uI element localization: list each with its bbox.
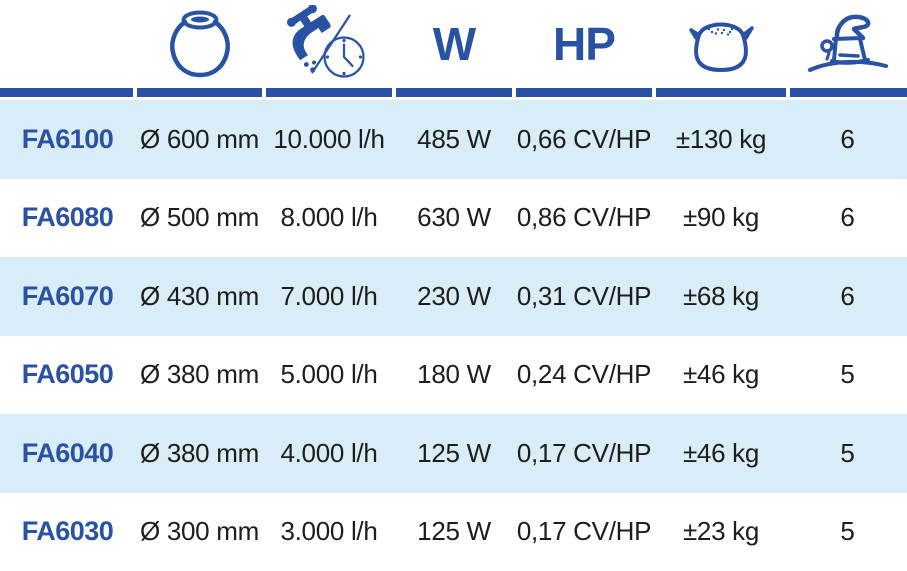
- cell-valve: 6: [840, 280, 855, 311]
- header-code-empty: [0, 0, 135, 88]
- multiport-valve-icon: [807, 14, 888, 72]
- cell-model-code: FA6080: [21, 202, 114, 233]
- divider-segment: [396, 88, 512, 97]
- cell-flow-rate: 7.000 l/h: [280, 280, 378, 311]
- cell-valve: 5: [840, 437, 855, 468]
- hp-header-label: HP: [553, 18, 616, 70]
- header-power-watt: W: [394, 0, 514, 88]
- cell-power-hp: 0,66 CV/HP: [516, 123, 652, 154]
- divider-segment: [516, 88, 652, 97]
- cell-power-watt: 485 W: [417, 123, 491, 154]
- header-diameter: [135, 0, 264, 88]
- divider-segment: [656, 88, 786, 97]
- cell-power-hp: 0,24 CV/HP: [516, 359, 652, 390]
- table-row: FA6070 Ø 430 mm 7.000 l/h 230 W 0,31 CV/…: [0, 257, 907, 336]
- cell-model-code: FA6050: [21, 359, 114, 390]
- table-header: W HP: [0, 0, 907, 88]
- header-valve: [788, 0, 907, 88]
- cell-sand-weight: ±46 kg: [682, 437, 760, 468]
- cell-flow-rate: 4.000 l/h: [280, 437, 378, 468]
- cell-flow-rate: 8.000 l/h: [280, 202, 378, 233]
- cell-power-watt: 630 W: [417, 202, 491, 233]
- cell-power-watt: 125 W: [417, 437, 491, 468]
- divider-segment: [0, 88, 133, 97]
- watt-header-label: W: [432, 18, 476, 70]
- table-row: FA6050 Ø 380 mm 5.000 l/h 180 W 0,24 CV/…: [0, 335, 907, 414]
- cell-sand-weight: ±130 kg: [675, 123, 767, 154]
- cell-power-hp: 0,17 CV/HP: [516, 516, 652, 547]
- cell-valve: 5: [840, 516, 855, 547]
- cell-power-watt: 180 W: [417, 359, 491, 390]
- cell-power-hp: 0,31 CV/HP: [516, 280, 652, 311]
- cell-sand-weight: ±23 kg: [682, 516, 760, 547]
- cell-diameter: Ø 380 mm: [140, 359, 259, 390]
- cell-power-hp: 0,86 CV/HP: [516, 202, 652, 233]
- cell-diameter: Ø 500 mm: [140, 202, 259, 233]
- cell-valve: 6: [840, 123, 855, 154]
- divider-segment: [790, 88, 907, 97]
- cell-model-code: FA6100: [21, 123, 114, 154]
- cell-sand-weight: ±46 kg: [682, 359, 760, 390]
- header-sand-weight: [654, 0, 788, 88]
- header-divider: [0, 88, 907, 100]
- cell-power-watt: 230 W: [417, 280, 491, 311]
- cell-model-code: FA6070: [21, 280, 114, 311]
- cell-diameter: Ø 430 mm: [140, 280, 259, 311]
- table-row: FA6080 Ø 500 mm 8.000 l/h 630 W 0,86 CV/…: [0, 178, 907, 257]
- cell-power-hp: 0,17 CV/HP: [516, 437, 652, 468]
- cell-model-code: FA6040: [21, 437, 114, 468]
- sand-bag-icon: [689, 22, 754, 73]
- tap-flow-clock-icon: [286, 5, 365, 78]
- cell-diameter: Ø 300 mm: [140, 516, 259, 547]
- cell-valve: 5: [840, 359, 855, 390]
- table-row: FA6030 Ø 300 mm 3.000 l/h 125 W 0,17 CV/…: [0, 492, 907, 571]
- table-row: FA6100 Ø 600 mm 10.000 l/h 485 W 0,66 CV…: [0, 100, 907, 179]
- cell-diameter: Ø 600 mm: [140, 123, 259, 154]
- cell-power-watt: 125 W: [417, 516, 491, 547]
- cell-diameter: Ø 380 mm: [140, 437, 259, 468]
- header-flow-rate: [264, 0, 394, 88]
- table-row: FA6040 Ø 380 mm 4.000 l/h 125 W 0,17 CV/…: [0, 414, 907, 493]
- cell-flow-rate: 3.000 l/h: [280, 516, 378, 547]
- header-power-hp: HP: [514, 0, 654, 88]
- divider-segment: [137, 88, 262, 97]
- cell-valve: 6: [840, 202, 855, 233]
- divider-segment: [266, 88, 392, 97]
- cell-sand-weight: ±90 kg: [682, 202, 760, 233]
- cell-flow-rate: 10.000 l/h: [273, 123, 385, 154]
- cell-model-code: FA6030: [21, 516, 114, 547]
- cell-flow-rate: 5.000 l/h: [280, 359, 378, 390]
- filter-tank-icon: [169, 10, 230, 78]
- cell-sand-weight: ±68 kg: [682, 280, 760, 311]
